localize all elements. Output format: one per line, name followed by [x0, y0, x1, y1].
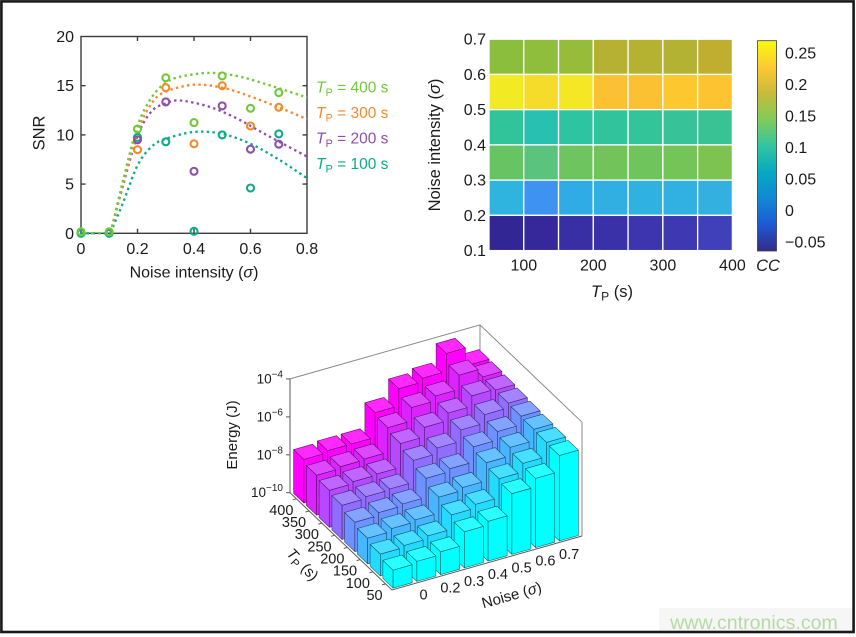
svg-text:0.2: 0.2: [464, 208, 486, 225]
svg-text:50: 50: [366, 588, 382, 604]
svg-text:0.25: 0.25: [785, 46, 816, 63]
svg-text:0: 0: [77, 241, 86, 258]
svg-text:10−10: 10−10: [251, 483, 283, 500]
svg-text:300: 300: [295, 527, 319, 543]
svg-text:0.3: 0.3: [464, 173, 486, 190]
svg-text:200: 200: [320, 551, 344, 567]
svg-text:0: 0: [65, 226, 74, 243]
svg-text:0.4: 0.4: [488, 567, 508, 583]
svg-text:5: 5: [65, 177, 74, 194]
svg-text:0.4: 0.4: [464, 137, 486, 154]
svg-text:0.6: 0.6: [535, 554, 555, 570]
svg-text:CC: CC: [756, 257, 780, 275]
svg-text:0: 0: [420, 587, 428, 603]
svg-text:TP = 300 s: TP = 300 s: [316, 105, 389, 125]
svg-text:www.cntronics.com: www.cntronics.com: [669, 612, 838, 634]
svg-text:0.7: 0.7: [464, 32, 486, 49]
svg-text:Noise (σ): Noise (σ): [480, 579, 544, 612]
svg-text:TP = 100 s: TP = 100 s: [316, 156, 389, 176]
svg-text:15: 15: [56, 78, 74, 95]
svg-text:−0.05: −0.05: [785, 235, 826, 252]
svg-text:0.7: 0.7: [559, 547, 579, 563]
svg-text:TP (s): TP (s): [591, 283, 633, 304]
svg-text:100: 100: [510, 258, 537, 275]
svg-text:0.5: 0.5: [512, 560, 532, 576]
svg-text:Energy (J): Energy (J): [224, 400, 241, 469]
svg-text:0.1: 0.1: [464, 243, 486, 260]
svg-text:0.6: 0.6: [239, 241, 261, 258]
svg-text:TP = 400 s: TP = 400 s: [316, 79, 389, 99]
svg-text:10−6: 10−6: [257, 407, 284, 424]
svg-text:0.15: 0.15: [785, 109, 816, 126]
svg-text:0.2: 0.2: [440, 581, 460, 597]
svg-text:TP = 200 s: TP = 200 s: [316, 130, 389, 150]
svg-text:400: 400: [719, 258, 746, 275]
svg-text:Noise intensity (σ): Noise intensity (σ): [426, 79, 444, 212]
svg-text:0.4: 0.4: [183, 241, 205, 258]
svg-text:0.2: 0.2: [785, 77, 807, 94]
svg-text:300: 300: [650, 258, 677, 275]
svg-text:100: 100: [346, 576, 370, 592]
svg-text:0.1: 0.1: [785, 140, 807, 157]
svg-text:20: 20: [56, 29, 74, 46]
svg-text:10−4: 10−4: [257, 369, 284, 386]
svg-text:0.8: 0.8: [296, 241, 318, 258]
svg-text:Noise intensity (σ): Noise intensity (σ): [130, 265, 259, 282]
svg-text:10: 10: [56, 127, 74, 144]
svg-text:400: 400: [269, 503, 293, 519]
svg-text:SNR: SNR: [31, 116, 49, 151]
svg-text:200: 200: [580, 258, 607, 275]
svg-text:0.5: 0.5: [464, 102, 486, 119]
svg-text:10−8: 10−8: [257, 445, 284, 462]
svg-text:250: 250: [307, 539, 331, 555]
svg-text:0.6: 0.6: [464, 67, 486, 84]
svg-text:0.2: 0.2: [126, 241, 148, 258]
svg-text:0.3: 0.3: [464, 574, 484, 590]
svg-text:350: 350: [282, 515, 306, 531]
svg-text:0: 0: [785, 203, 794, 220]
svg-text:150: 150: [333, 564, 357, 580]
svg-text:0.05: 0.05: [785, 172, 816, 189]
